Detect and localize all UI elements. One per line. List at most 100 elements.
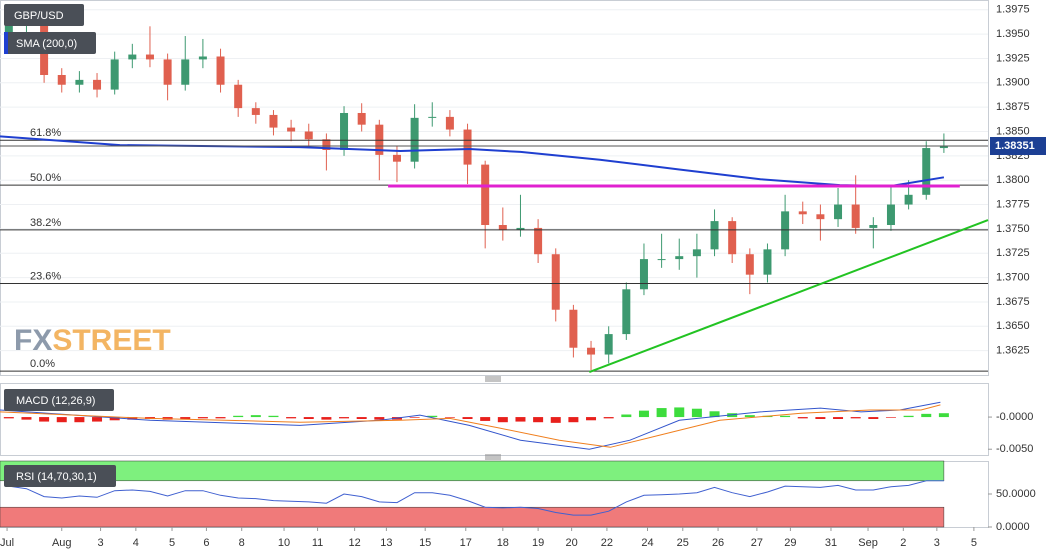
- macd-histogram-bar: [109, 417, 120, 421]
- macd-histogram-bar: [586, 417, 597, 421]
- candle-body: [392, 154, 401, 162]
- y-tick-label: 1.3650: [996, 320, 1030, 332]
- y-tick-label: -0.0050: [996, 443, 1033, 455]
- macd-histogram-bar: [268, 415, 279, 418]
- x-tick-label: 3: [98, 537, 104, 549]
- resize-handle[interactable]: [485, 454, 501, 460]
- macd-histogram-bar: [744, 415, 755, 418]
- candle-body: [463, 129, 472, 165]
- y-tick-label: 1.3700: [996, 272, 1030, 284]
- candle-body: [834, 204, 843, 220]
- candle-body: [886, 204, 895, 225]
- x-tick-label: 3: [934, 537, 940, 549]
- x-tick-label: 12: [348, 537, 360, 549]
- rsi-panel: 50.0000 0.0000 Jul Aug 3 4 5 6 8 10 11 12 13 15 17 18 19…: [0, 460, 1036, 549]
- candle-body: [4, 24, 13, 35]
- macd-histogram-bar: [621, 414, 632, 418]
- macd-histogram-bar: [74, 417, 85, 423]
- candle-body: [216, 56, 225, 85]
- price-panel: 1.3625 1.3650 1.3675 1.3700 1.3725 1.3750 1.37…: [0, 0, 1046, 376]
- candle-body: [639, 259, 648, 290]
- macd-histogram-bar: [444, 417, 455, 418]
- candle-body: [145, 54, 154, 60]
- sma-swatch: [4, 32, 8, 54]
- macd-histogram-bar: [691, 408, 702, 418]
- x-tick-label: 29: [784, 537, 796, 549]
- watermark-street: STREET: [52, 324, 170, 357]
- y-tick-label: 1.3925: [996, 52, 1030, 64]
- y-tick-label: 1.3725: [996, 247, 1030, 259]
- y-tick-label: 1.3900: [996, 77, 1030, 89]
- macd-histogram-bar: [903, 415, 914, 418]
- candle-body: [322, 139, 331, 150]
- candle-body: [587, 347, 596, 355]
- macd-histogram-bar: [815, 417, 826, 419]
- candle-body: [675, 256, 684, 260]
- overbought-band: [0, 460, 945, 482]
- candle-body: [551, 254, 560, 310]
- candle-body: [798, 211, 807, 215]
- macd-histogram-bar: [656, 408, 667, 418]
- candle-body: [304, 131, 313, 140]
- x-tick-label: 4: [133, 537, 139, 549]
- watermark-fx: FX: [14, 324, 52, 357]
- resize-handle[interactable]: [485, 376, 501, 382]
- x-tick-label: 26: [712, 537, 724, 549]
- x-tick-label: Jul: [0, 537, 14, 549]
- x-tick-label: 19: [532, 537, 544, 549]
- macd-histogram-bar: [797, 417, 808, 419]
- candle-body: [763, 249, 772, 275]
- panel-frame: [0, 0, 989, 376]
- macd-histogram-bar: [868, 417, 879, 419]
- candle-body: [816, 214, 825, 220]
- macd-histogram-bar: [56, 417, 67, 423]
- y-tick-label: 1.3775: [996, 198, 1030, 210]
- x-tick-label: 8: [239, 537, 245, 549]
- macd-histogram-bar: [303, 417, 314, 419]
- rsi-box: [4, 465, 116, 487]
- x-tick-label: 6: [203, 537, 209, 549]
- y-tick-label: 1.3850: [996, 125, 1030, 137]
- candle-body: [163, 59, 172, 85]
- macd-histogram-bar: [709, 411, 720, 418]
- macd-histogram-bar: [497, 417, 508, 423]
- signal-line: [0, 404, 941, 448]
- oversold-band: [0, 506, 945, 528]
- y-tick-label: 1.3800: [996, 174, 1030, 186]
- fib-label: 38.2%: [30, 217, 61, 229]
- macd-histogram-bar: [39, 417, 50, 422]
- candle-body: [357, 112, 366, 125]
- x-tick-label: 5: [971, 537, 977, 549]
- y-tick-label: 1.3625: [996, 345, 1030, 357]
- macd-histogram-bar: [3, 417, 14, 419]
- candle-body: [57, 75, 66, 85]
- x-tick-label: 17: [460, 537, 472, 549]
- macd-histogram-bar: [515, 417, 526, 422]
- watermark: FXSTREET: [14, 324, 171, 357]
- macd-panel: -0.0000 -0.0050: [0, 383, 1033, 456]
- title-box: [4, 4, 84, 26]
- macd-histogram-bar: [374, 417, 385, 420]
- macd-histogram-bar: [533, 417, 544, 423]
- x-tick-label: 27: [751, 537, 763, 549]
- macd-histogram-bar: [356, 417, 367, 419]
- candle-body: [269, 114, 278, 128]
- fib-label: 61.8%: [30, 127, 61, 139]
- macd-histogram-bar: [180, 417, 191, 419]
- fib-label: 23.6%: [30, 270, 61, 282]
- candle-body: [516, 227, 525, 230]
- x-tick-label: 18: [497, 537, 509, 549]
- macd-histogram-bar: [850, 417, 861, 419]
- candle-body: [728, 221, 737, 255]
- macd-histogram-bar: [197, 417, 208, 419]
- candle-body: [181, 59, 190, 85]
- macd-histogram-bar: [568, 417, 579, 423]
- candle-body: [445, 116, 454, 130]
- candle-body: [657, 259, 666, 261]
- last-price-box: [990, 137, 1046, 156]
- macd-histogram-bar: [603, 417, 614, 419]
- y-tick-label: 1.3875: [996, 101, 1030, 113]
- candle-body: [234, 84, 243, 109]
- x-tick-label: 10: [278, 537, 290, 549]
